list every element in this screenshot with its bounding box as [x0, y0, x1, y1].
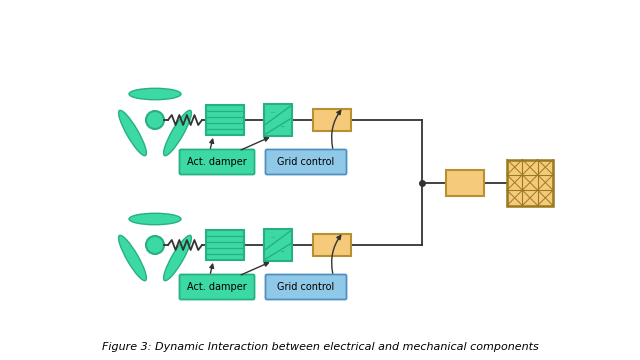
FancyBboxPatch shape: [179, 149, 255, 175]
Ellipse shape: [129, 88, 181, 100]
Ellipse shape: [118, 110, 147, 156]
FancyBboxPatch shape: [266, 149, 346, 175]
Text: Act. damper: Act. damper: [187, 282, 247, 292]
Text: ~: ~: [269, 235, 275, 241]
Bar: [507, 159, 553, 206]
Bar: [446, 170, 484, 195]
Ellipse shape: [164, 235, 191, 281]
FancyBboxPatch shape: [179, 274, 255, 300]
Text: Figure 3: Dynamic Interaction between electrical and mechanical components: Figure 3: Dynamic Interaction between el…: [102, 342, 538, 352]
Text: ~: ~: [269, 110, 275, 116]
Circle shape: [146, 236, 164, 254]
Circle shape: [146, 111, 164, 129]
Text: Act. damper: Act. damper: [187, 157, 247, 167]
Text: -: -: [280, 122, 284, 131]
Ellipse shape: [129, 213, 181, 225]
Bar: [264, 229, 292, 261]
Ellipse shape: [164, 110, 191, 156]
Ellipse shape: [118, 235, 147, 281]
FancyBboxPatch shape: [266, 274, 346, 300]
Bar: [206, 230, 244, 260]
Text: -: -: [280, 248, 284, 257]
Bar: [206, 105, 244, 135]
Text: Grid control: Grid control: [277, 157, 335, 167]
Bar: [313, 109, 351, 131]
Text: Grid control: Grid control: [277, 282, 335, 292]
Bar: [264, 104, 292, 136]
Bar: [313, 234, 351, 256]
